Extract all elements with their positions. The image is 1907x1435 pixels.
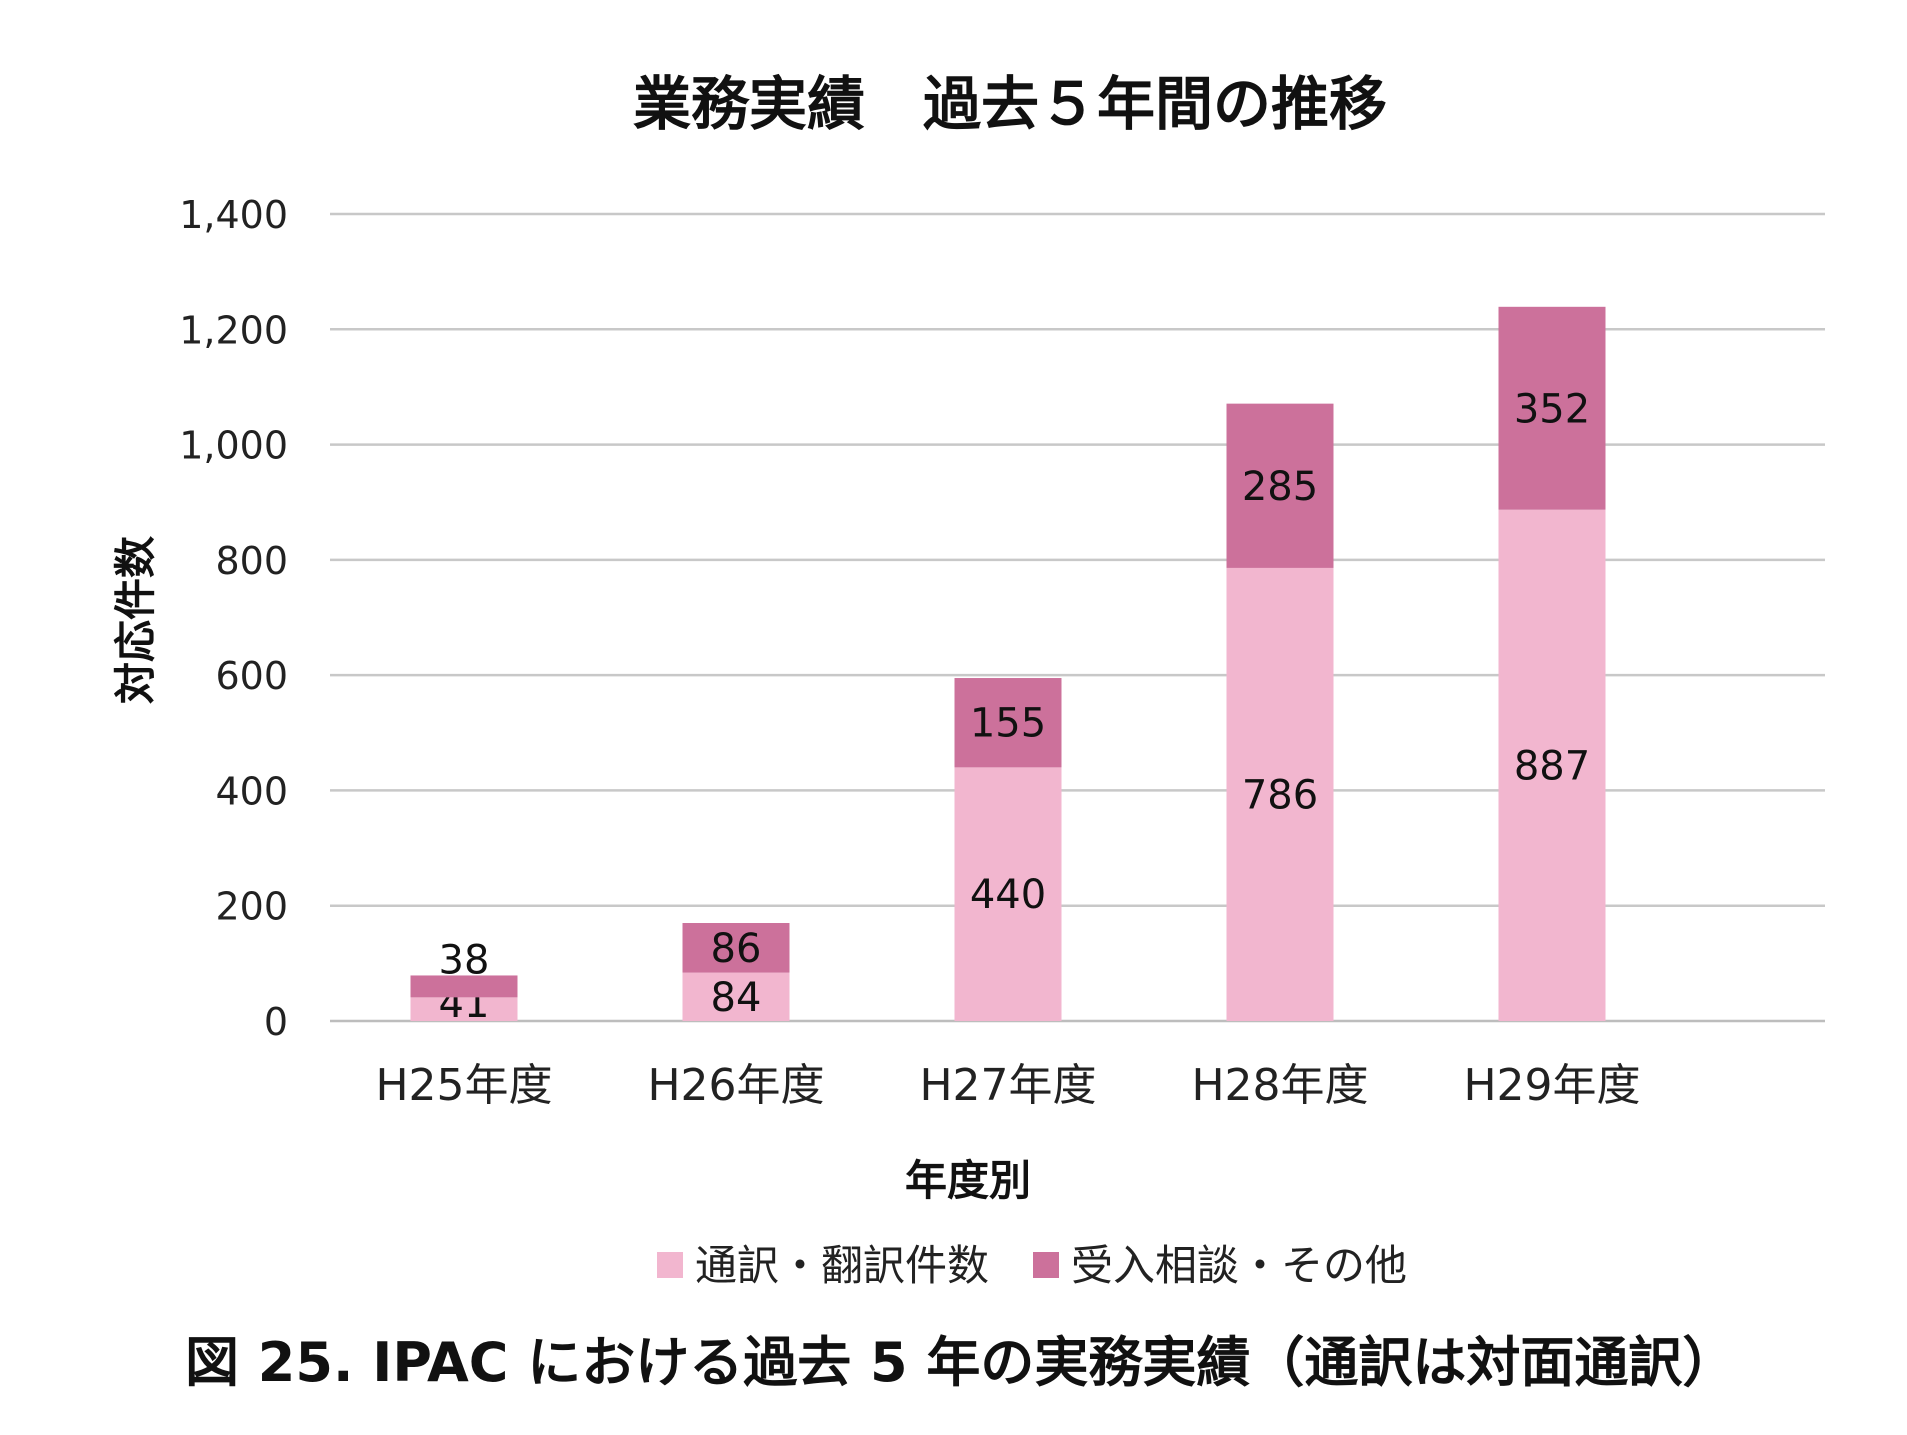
y-tick-label: 0 bbox=[264, 1000, 288, 1044]
bar-segment bbox=[410, 997, 518, 1021]
data-label: 887 bbox=[1514, 743, 1590, 789]
x-tick-label: H25年度 bbox=[375, 1060, 552, 1111]
data-label: 84 bbox=[711, 975, 762, 1021]
bar-segment bbox=[682, 923, 790, 973]
data-label: 155 bbox=[970, 701, 1046, 747]
legend-swatch bbox=[657, 1252, 683, 1278]
bar-segment bbox=[1226, 403, 1334, 568]
stacked-bar-chart: 業務実績 過去５年間の推移 0 200 400 600 800 1,000 1,200 1,4… bbox=[111, 70, 1825, 1290]
x-tick-label: H28年度 bbox=[1191, 1060, 1368, 1111]
y-tick-label: 1,400 bbox=[179, 193, 288, 237]
data-label: 352 bbox=[1514, 386, 1590, 432]
data-label: 285 bbox=[1242, 464, 1318, 510]
chart-title: 業務実績 過去５年間の推移 bbox=[633, 70, 1387, 138]
x-axis-label: 年度別 bbox=[905, 1156, 1031, 1205]
bar-segment bbox=[1498, 306, 1606, 510]
legend-swatch bbox=[1033, 1252, 1059, 1278]
legend: 通訳・翻訳件数 受入相談・その他 bbox=[657, 1241, 1407, 1290]
legend-label: 通訳・翻訳件数 bbox=[695, 1241, 989, 1290]
y-tick-label: 400 bbox=[215, 769, 288, 813]
x-axis-tick-labels: H25年度 H26年度 H27年度 H28年度 H29年度 bbox=[375, 1060, 1640, 1111]
bar-segment bbox=[1226, 567, 1334, 1021]
bar-segment bbox=[954, 767, 1062, 1021]
y-tick-label: 1,000 bbox=[179, 424, 288, 468]
data-label: 86 bbox=[711, 926, 762, 972]
figure-caption: 図 25. IPAC における過去 5 年の実務実績（通訳は対面通訳） bbox=[185, 1331, 1737, 1394]
x-tick-label: H29年度 bbox=[1463, 1060, 1640, 1111]
data-label: 38 bbox=[439, 937, 490, 983]
y-tick-label: 1,200 bbox=[179, 308, 288, 352]
y-tick-label: 800 bbox=[215, 539, 288, 583]
data-label: 786 bbox=[1242, 772, 1318, 818]
y-axis-tick-labels: 0 200 400 600 800 1,000 1,200 1,400 bbox=[179, 193, 288, 1044]
gridlines bbox=[330, 212, 1825, 1023]
x-tick-label: H27年度 bbox=[919, 1060, 1096, 1111]
bar-segment bbox=[682, 972, 790, 1021]
y-tick-label: 200 bbox=[215, 885, 288, 929]
data-label: 440 bbox=[970, 872, 1046, 918]
y-tick-label: 600 bbox=[215, 654, 288, 698]
bar-segment bbox=[410, 975, 518, 998]
bar-segment bbox=[1498, 509, 1606, 1021]
y-axis-label: 対応件数 bbox=[111, 536, 160, 704]
bar-segment bbox=[954, 678, 1062, 768]
legend-label: 受入相談・その他 bbox=[1071, 1241, 1407, 1290]
x-tick-label: H26年度 bbox=[647, 1060, 824, 1111]
